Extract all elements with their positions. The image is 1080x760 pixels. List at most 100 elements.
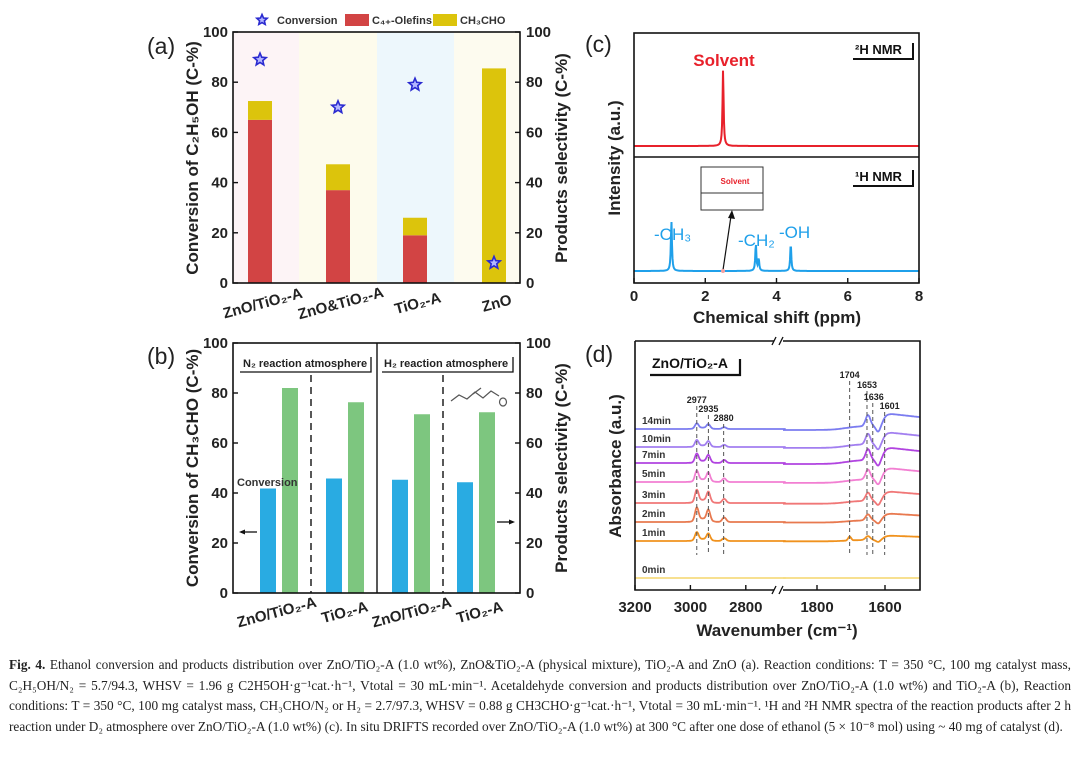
1h-nmr-label: ¹H NMR: [855, 169, 903, 184]
y-tick-label: 0: [220, 275, 228, 292]
y-tick-label-right: 40: [526, 175, 543, 192]
peak-marker-label: 2880: [714, 413, 734, 423]
x-axis-label: Wavenumber (cm⁻¹): [696, 621, 857, 640]
group-label-n2: N₂ reaction atmosphere: [243, 358, 367, 370]
y-tick-label: 0: [220, 585, 228, 602]
y-tick-label-right: 100: [526, 24, 551, 41]
2h-nmr-label: ²H NMR: [855, 42, 903, 57]
y-tick-label-right: 60: [526, 435, 543, 452]
spectrum-right-14min: [783, 413, 920, 433]
bar-conversion: [392, 479, 408, 593]
spectrum-left-14min: [635, 422, 786, 430]
ch3-peak-label: -CH₃: [654, 225, 691, 244]
spectrum-right-7min: [783, 447, 920, 467]
y-tick-label: 20: [211, 225, 228, 242]
x-tick-label: 2: [701, 288, 709, 305]
y-tick-label: 60: [211, 435, 228, 452]
solvent-peak-label: Solvent: [693, 51, 755, 70]
bar-selectivity: [348, 402, 364, 593]
x-tick-label: ZnO/TiO₂-A: [221, 285, 304, 323]
spectrum-right-5min: [783, 467, 920, 486]
y-tick-label: 80: [211, 74, 228, 91]
y-tick-label-right: 0: [526, 585, 534, 602]
2h-nmr-spectrum: [634, 70, 919, 147]
spectrum-right-1min: [783, 534, 920, 543]
spectrum-right-10min: [783, 431, 920, 451]
panel-label-c: (c): [585, 31, 612, 57]
ch2-peak-label: -CH₂: [738, 231, 775, 250]
spectrum-left-10min: [635, 439, 786, 448]
oxygen-atom-icon: [498, 397, 508, 407]
bar-selectivity: [414, 414, 430, 593]
x-tick-label: 3200: [618, 599, 651, 616]
x-tick-label: ZnO/TiO₂-A: [370, 594, 453, 632]
y-tick-label: 60: [211, 124, 228, 141]
time-label: 1min: [642, 528, 665, 539]
x-tick-label: 1600: [868, 599, 901, 616]
spectrum-right-3min: [783, 490, 920, 506]
x-axis-label: Chemical shift (ppm): [693, 308, 861, 327]
y-axis-label: Conversion of CH₃CHO (C-%): [183, 349, 202, 587]
spectrum-left-5min: [635, 469, 786, 483]
peak-marker-label: 1601: [880, 401, 900, 411]
arrowhead-icon: [239, 529, 245, 535]
inset-solvent-label: Solvent: [721, 177, 750, 186]
plot-frame: [634, 340, 921, 591]
y-axis-label-right: Products selectivity (C-%): [552, 363, 571, 573]
time-label: 3min: [642, 490, 665, 501]
1h-nmr-spectrum: [634, 221, 919, 272]
y-tick-label-right: 20: [526, 225, 543, 242]
figure-caption: Fig. 4. Ethanol conversion and products …: [9, 655, 1071, 737]
conversion-star-marker: [406, 76, 424, 92]
bar-ch3cho: [403, 217, 427, 236]
bar-selectivity: [479, 412, 495, 593]
x-tick-label: TiO₂-A: [393, 289, 443, 318]
bar-conversion: [326, 478, 342, 593]
bar-selectivity: [282, 388, 298, 593]
conversion-star-marker: [329, 98, 347, 115]
oh-peak-label: -OH: [779, 223, 810, 242]
time-label: 0min: [642, 565, 665, 576]
y-axis-label: Conversion of C₂H₅OH (C-%): [183, 41, 202, 275]
group-label-bracket: [382, 357, 514, 373]
solvent-marker: [721, 269, 725, 273]
x-tick-label: ZnO/TiO₂-A: [235, 594, 318, 632]
x-tick-label: TiO₂-A: [455, 598, 505, 627]
peak-marker-label: 1653: [857, 380, 877, 390]
y-tick-label-right: 80: [526, 385, 543, 402]
spectrum-right-2min: [783, 512, 920, 525]
x-tick-label: TiO₂-A: [320, 598, 370, 627]
inset-box: [700, 166, 764, 211]
peak-marker-label: 1704: [840, 370, 860, 380]
axis-break-mark: [778, 336, 784, 346]
y-axis-label: Intensity (a.u.): [605, 100, 624, 215]
legend-label-olefins: C₄₊-Olefins: [372, 15, 432, 27]
x-tick-label: 8: [915, 288, 923, 305]
x-tick-label: ZnO&TiO₂-A: [296, 284, 386, 323]
y-tick-label: 20: [211, 535, 228, 552]
bar-olefins: [326, 190, 350, 283]
peak-marker-label: 1636: [864, 392, 884, 402]
y-axis-label: Absorbance (a.u.): [606, 394, 625, 538]
spectrum-left-2min: [635, 506, 786, 523]
axis-break-mark: [771, 585, 777, 595]
y-tick-label: 100: [203, 335, 228, 352]
y-tick-label: 80: [211, 385, 228, 402]
conversion-annotation: Conversion: [237, 477, 298, 489]
bar-olefins: [403, 235, 427, 283]
time-label: 14min: [642, 416, 671, 427]
spectrum-left-3min: [635, 488, 786, 504]
y-tick-label-right: 20: [526, 535, 543, 552]
axis-break-mark: [771, 336, 777, 346]
group-label-h2: H₂ reaction atmosphere: [384, 358, 508, 370]
x-tick-label: 0: [630, 288, 638, 305]
time-label: 7min: [642, 450, 665, 461]
plot-frame: [633, 32, 920, 284]
time-label: 2min: [642, 509, 665, 520]
time-label: 5min: [642, 469, 665, 480]
x-tick-label: ZnO: [480, 291, 514, 315]
arrowhead-icon: [509, 519, 515, 525]
x-tick-label: 3000: [674, 599, 707, 616]
panel-d-title: ZnO/TiO₂-A: [652, 355, 728, 371]
